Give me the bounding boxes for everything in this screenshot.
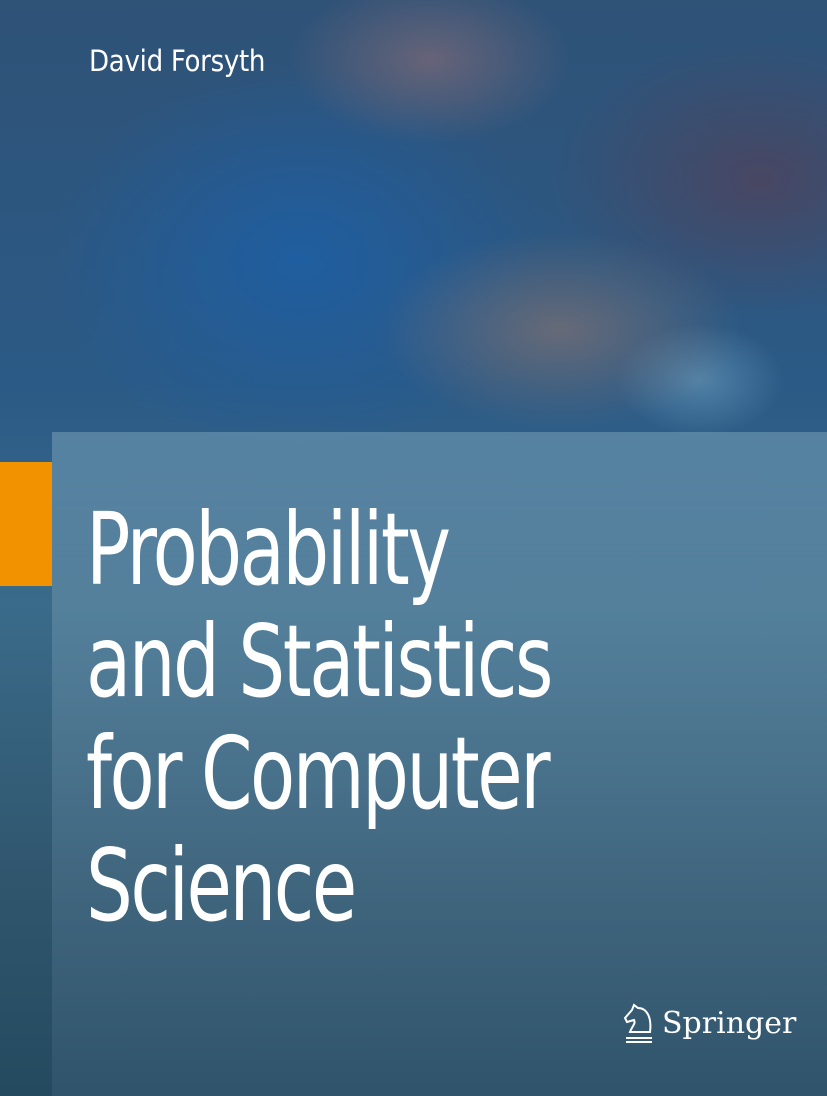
title-line: Probability: [86, 491, 451, 608]
publisher-name: Springer: [662, 1005, 797, 1041]
title-line: for Computer: [86, 715, 551, 832]
book-title: Probability and Statistics for Computer …: [86, 491, 553, 944]
author-name: David Forsyth: [89, 44, 266, 78]
title-line: and Statistics: [86, 603, 553, 720]
title-panel: [52, 432, 827, 1096]
title-line: Science: [86, 827, 357, 944]
accent-bar: [0, 462, 52, 586]
knight-chess-piece-icon: [623, 1003, 652, 1043]
publisher-logo: Springer: [622, 1002, 796, 1044]
